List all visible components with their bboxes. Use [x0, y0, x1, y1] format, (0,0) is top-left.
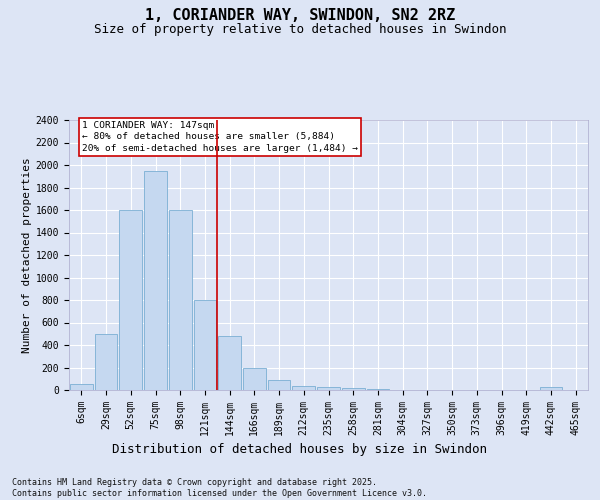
Bar	[243, 368, 266, 390]
Bar	[218, 336, 241, 390]
Text: 1, CORIANDER WAY, SWINDON, SN2 2RZ: 1, CORIANDER WAY, SWINDON, SN2 2RZ	[145, 8, 455, 22]
Y-axis label: Number of detached properties: Number of detached properties	[22, 157, 32, 353]
Bar	[317, 386, 340, 390]
Bar	[194, 300, 216, 390]
Text: 1 CORIANDER WAY: 147sqm
← 80% of detached houses are smaller (5,884)
20% of semi: 1 CORIANDER WAY: 147sqm ← 80% of detache…	[82, 120, 358, 153]
Bar	[292, 386, 315, 390]
Bar	[95, 334, 118, 390]
Bar	[539, 387, 562, 390]
Text: Contains HM Land Registry data © Crown copyright and database right 2025.
Contai: Contains HM Land Registry data © Crown c…	[12, 478, 427, 498]
Bar	[342, 388, 365, 390]
Bar	[268, 380, 290, 390]
Bar	[144, 170, 167, 390]
Text: Size of property relative to detached houses in Swindon: Size of property relative to detached ho…	[94, 22, 506, 36]
Bar	[119, 210, 142, 390]
Bar	[367, 389, 389, 390]
Bar	[70, 384, 93, 390]
Bar	[169, 210, 191, 390]
Text: Distribution of detached houses by size in Swindon: Distribution of detached houses by size …	[113, 442, 487, 456]
